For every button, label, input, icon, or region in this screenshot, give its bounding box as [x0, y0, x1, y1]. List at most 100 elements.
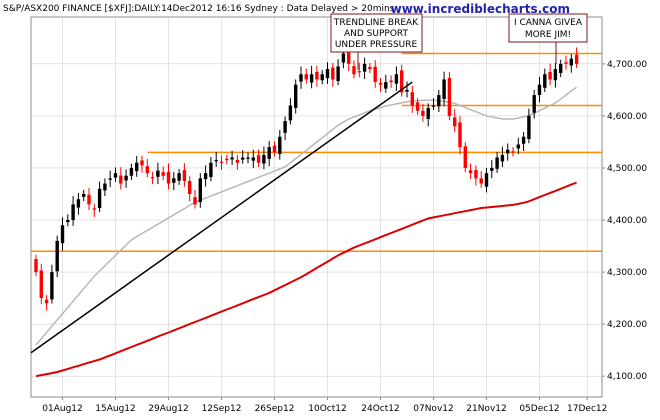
candle-body: [156, 170, 160, 177]
candle-body: [394, 74, 399, 84]
candle-body: [521, 136, 526, 144]
candle-body: [166, 171, 171, 184]
candle-body: [103, 183, 107, 191]
y-axis: 4,100.00 4,200.00 4,300.00 4,400.00 4,500.00…: [602, 60, 647, 382]
candle-body: [76, 199, 81, 208]
candle-body: [304, 74, 308, 80]
candle-body: [463, 146, 467, 168]
candle-body: [389, 80, 393, 83]
candle-body: [50, 272, 54, 300]
annotation-line: UNDER PRESSURE: [335, 40, 418, 50]
candle-body: [246, 157, 250, 159]
x-tick-label: 24Oct12: [361, 404, 399, 414]
candle-body: [251, 157, 255, 161]
annotation-line: I CANNA GIVEA: [514, 18, 583, 28]
plot-frame: [30, 16, 603, 398]
candle-body: [352, 66, 356, 75]
candle-body: [368, 66, 372, 70]
x-tick-label: 21Nov12: [466, 404, 506, 414]
trendline: [30, 81, 413, 354]
candle-body: [172, 178, 176, 183]
y-tick-label: 4,600.00: [607, 112, 647, 122]
candle-body: [150, 177, 155, 179]
candle-body: [87, 194, 91, 205]
grid-lines: [31, 17, 602, 397]
candle-body: [135, 162, 139, 172]
candle-body: [410, 92, 414, 106]
candle-body: [124, 175, 128, 181]
candle-body: [484, 173, 489, 187]
chart-header: S&P/ASX200 FINANCE [$XFJ]:DAILY:14Dec201…: [3, 4, 395, 14]
candle-body: [278, 136, 282, 154]
candle-body: [241, 157, 245, 160]
y-tick-label: 4,700.00: [607, 60, 647, 70]
candle-body: [66, 220, 70, 223]
candle-body: [272, 145, 277, 153]
candle-body: [198, 178, 202, 203]
y-tick-label: 4,200.00: [607, 320, 647, 330]
candle-body: [71, 204, 75, 221]
candle-body: [55, 240, 59, 272]
candles: [34, 44, 579, 311]
moving-averages: [35, 86, 578, 378]
watermark: www.incrediblecharts.com: [391, 2, 570, 16]
candle-body: [543, 74, 547, 88]
candle-body: [140, 160, 144, 166]
candle-body: [527, 115, 531, 140]
candle-body: [267, 147, 271, 159]
candle-body: [437, 95, 441, 107]
candle-body: [288, 105, 293, 121]
candle-body: [209, 162, 213, 178]
candle-body: [188, 180, 192, 194]
candle-body: [325, 69, 330, 79]
candle-body: [426, 108, 430, 120]
candle-body: [108, 178, 112, 180]
candle-body: [559, 63, 563, 73]
candle-body: [378, 82, 383, 85]
candle-body: [299, 74, 303, 82]
candle-body: [145, 166, 149, 174]
candle-body: [44, 299, 49, 304]
y-tick-label: 4,300.00: [607, 268, 647, 278]
candle-body: [548, 71, 552, 80]
candle-body: [97, 188, 102, 209]
candle-body: [336, 66, 340, 82]
x-tick-label: 05Dec12: [519, 404, 559, 414]
candle-body: [60, 225, 65, 244]
candle-body: [453, 117, 457, 127]
x-tick-label: 12Sep12: [202, 404, 242, 414]
candle-body: [574, 54, 579, 64]
annotation-line: TRENDLINE BREAK: [333, 18, 419, 28]
support-resistance-lines: [31, 52, 602, 252]
x-axis: 01Aug12 15Aug12 29Aug12 12Sep12 26Sep12 10Oct…: [42, 397, 607, 414]
annotation-box: [330, 13, 423, 53]
candle-body: [373, 66, 377, 83]
x-tick-label: 26Sep12: [255, 404, 295, 414]
candle-body: [511, 151, 515, 153]
candle-body: [553, 69, 558, 81]
y-tick-label: 4,500.00: [607, 164, 647, 174]
candle-body: [119, 175, 123, 184]
candle-body: [129, 167, 134, 176]
candle-body: [309, 74, 314, 83]
annotation-line: AND SUPPORT: [344, 29, 409, 39]
candle-body: [219, 161, 224, 163]
candle-body: [230, 157, 234, 160]
annotation-canna-givea: I CANNA GIVEA MORE JIM!: [508, 13, 588, 64]
x-tick-label: 01Aug12: [42, 404, 82, 414]
candle-body: [225, 158, 229, 161]
candle-body: [92, 208, 96, 210]
candle-body: [468, 170, 473, 174]
annotation-line: MORE JIM!: [525, 30, 571, 40]
trendline-group: [30, 81, 413, 354]
candle-body: [421, 110, 425, 116]
candle-body: [474, 170, 478, 179]
y-tick-label: 4,400.00: [607, 216, 647, 226]
candle-body: [442, 79, 446, 99]
candle-body: [384, 82, 388, 89]
x-tick-label: 17Dec12: [567, 404, 607, 414]
candle-body: [256, 155, 261, 163]
candle-body: [362, 63, 367, 72]
candle-body: [283, 121, 287, 133]
